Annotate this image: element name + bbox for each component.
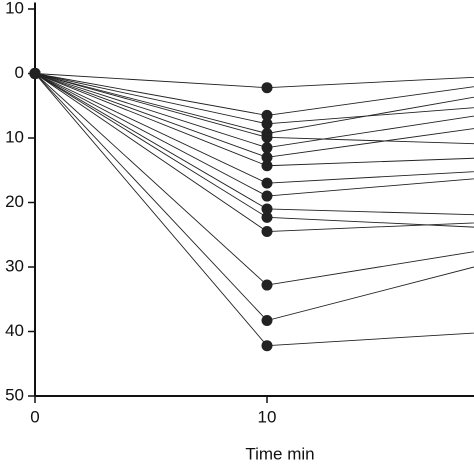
- data-point: [261, 109, 273, 121]
- data-point: [261, 211, 273, 223]
- series-line: [34, 73, 474, 134]
- y-tick-label: 0: [15, 63, 24, 82]
- y-tick-label: 10: [5, 0, 24, 17]
- series-line: [34, 73, 474, 286]
- data-point: [261, 82, 273, 94]
- data-point: [261, 131, 273, 143]
- data-point: [261, 142, 273, 154]
- y-tick-label: 10: [5, 127, 24, 146]
- x-tick-label: 0: [30, 407, 39, 426]
- data-point: [261, 151, 273, 163]
- data-point: [261, 190, 273, 202]
- series-line: [34, 73, 474, 149]
- x-tick-label: 10: [258, 407, 277, 426]
- data-point: [261, 203, 273, 215]
- data-point: [261, 226, 273, 238]
- series-line: [34, 73, 474, 322]
- y-tick-label: 30: [5, 256, 24, 275]
- data-point: [261, 160, 273, 172]
- data-point: [29, 68, 41, 79]
- y-tick-label: 40: [5, 321, 24, 340]
- data-point: [261, 340, 273, 352]
- y-tick-label: 20: [5, 192, 24, 211]
- data-point: [261, 279, 273, 291]
- x-axis-label: Time min: [245, 444, 314, 463]
- data-point: [261, 118, 273, 130]
- plot-area: [29, 68, 474, 352]
- series-line: [34, 73, 474, 184]
- data-point: [261, 315, 273, 327]
- y-tick-label: 50: [5, 385, 24, 404]
- data-point: [261, 177, 273, 189]
- series-line: [34, 73, 474, 158]
